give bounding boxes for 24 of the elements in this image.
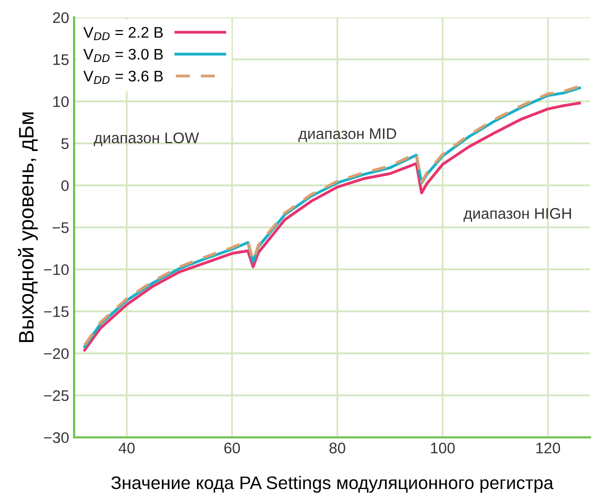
y-tick-label: −30 xyxy=(44,432,69,444)
y-tick-label: 20 xyxy=(53,12,69,24)
y-tick-label: 15 xyxy=(53,54,69,66)
x-axis-title: Значение кода PA Settings модуляционного регистра xyxy=(111,476,554,493)
annotation: диапазон LOW xyxy=(94,132,199,146)
x-tick-label: 40 xyxy=(118,442,135,454)
y-tick-label: −5 xyxy=(52,222,69,234)
y-tick-label: 0 xyxy=(61,180,69,192)
y-tick-label: −25 xyxy=(44,390,69,402)
x-tick-label: 60 xyxy=(224,442,240,454)
y-tick-label: 5 xyxy=(61,138,69,150)
annotation: диапазон HIGH xyxy=(464,208,571,222)
y-tick-label: 10 xyxy=(53,96,69,108)
annotation: диапазон MID xyxy=(298,128,396,142)
y-tick-label: −15 xyxy=(44,306,69,318)
legend-label: V$_{DD}$ = 3.6 В xyxy=(83,70,163,84)
y-axis-title: Выходной уровень, дБм xyxy=(18,112,38,342)
legend-label: V$_{DD}$ = 2.2 В xyxy=(83,26,163,40)
legend-label: V$_{DD}$ = 3.0 В xyxy=(83,48,163,62)
y-tick-label: −10 xyxy=(44,264,69,276)
x-tick-label: 100 xyxy=(431,442,455,454)
x-tick-label: 80 xyxy=(330,442,346,454)
y-tick-label: −20 xyxy=(44,348,69,360)
x-tick-label: 120 xyxy=(536,442,560,454)
